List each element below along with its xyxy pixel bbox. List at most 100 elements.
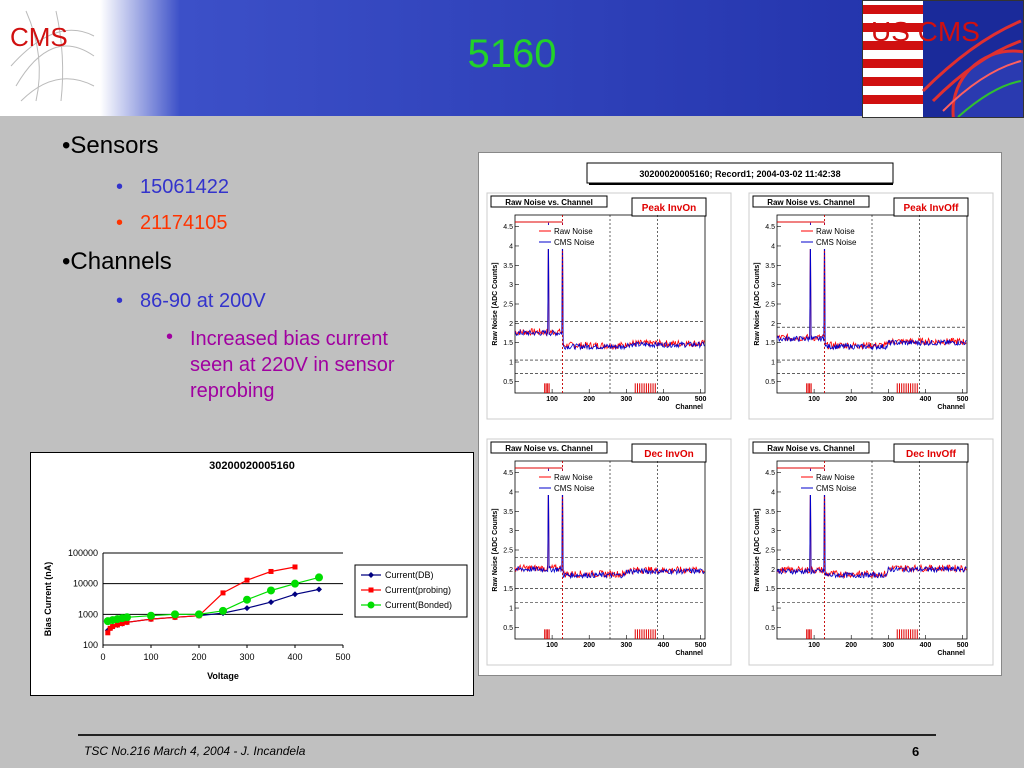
y-tick-label: 4	[771, 243, 775, 250]
x-tick-label: 100	[808, 396, 820, 403]
x-axis-label: Channel	[675, 650, 703, 657]
legend-label: CMS Noise	[816, 484, 857, 493]
panel-subtitle-box	[490, 441, 608, 454]
panel-subtitle: Raw Noise vs. Channel	[767, 444, 855, 453]
data-point	[291, 579, 299, 588]
legend-label: Raw Noise	[554, 473, 593, 482]
x-tick-label: 100	[143, 652, 158, 662]
x-tick-label: 200	[191, 652, 206, 662]
data-point	[147, 611, 155, 620]
mode-label: Peak InvOn	[642, 203, 696, 214]
cms-noise-trace	[776, 468, 967, 580]
chart-legend	[354, 564, 468, 618]
panel-subtitle: Raw Noise vs. Channel	[505, 198, 593, 207]
data-point	[268, 568, 274, 574]
footer-divider	[78, 734, 936, 736]
y-tick-label: 4.5	[765, 224, 775, 231]
y-axis-label: Bias Current (nA)	[43, 562, 53, 637]
mode-label-box	[631, 443, 707, 463]
x-tick-label: 400	[287, 652, 302, 662]
raw-noise-trace	[514, 222, 705, 351]
data-point	[243, 595, 251, 604]
data-point	[267, 586, 275, 595]
panel-subtitle-box	[752, 195, 870, 208]
x-tick-label: 100	[546, 642, 558, 649]
data-point	[219, 606, 227, 615]
x-tick-label: 100	[546, 396, 558, 403]
panel-legend	[537, 471, 609, 495]
y-axis-label: Raw Noise [ADC Counts]	[492, 508, 499, 591]
y-tick-label: 0.5	[503, 379, 513, 386]
legend-marker	[368, 587, 374, 593]
y-tick-label: 2	[509, 567, 513, 574]
legend-label: CMS Noise	[554, 238, 595, 247]
panel-subtitle-box	[490, 195, 608, 208]
y-tick-label: 1.5	[503, 586, 513, 593]
noise-panel: Raw Noise vs. Channel Dec InvOff 0.5 1 1.5 2 2…	[748, 438, 994, 666]
panel-legend	[537, 225, 609, 249]
data-point	[315, 573, 323, 582]
x-tick-label: 500	[695, 396, 707, 403]
x-tick-label: 200	[583, 396, 595, 403]
y-tick-label: 1000	[78, 609, 98, 619]
panel-legend	[799, 471, 871, 495]
sub-bullet-mark: •	[116, 290, 124, 312]
legend-marker	[368, 572, 374, 578]
y-tick-label: 2.5	[765, 302, 775, 309]
sub-bullet-mark: •	[116, 212, 124, 234]
y-tick-label: 1.5	[503, 340, 513, 347]
legend-label: Raw Noise	[816, 473, 855, 482]
y-tick-label: 4.5	[503, 470, 513, 477]
x-tick-label: 500	[335, 652, 350, 662]
x-axis-label: Channel	[937, 650, 965, 657]
canvas-title: 30200020005160; Record1; 2004-03-02 11:4…	[639, 169, 840, 179]
footer-text: TSC No.216 March 4, 2004 - J. Incandela	[84, 744, 306, 758]
y-tick-label: 3.5	[765, 263, 775, 270]
y-tick-label: 3.5	[503, 263, 513, 270]
x-tick-label: 400	[920, 396, 932, 403]
series-line	[107, 566, 296, 634]
x-tick-label: 500	[957, 642, 969, 649]
panel-subtitle: Raw Noise vs. Channel	[767, 198, 855, 207]
sub-bullet-mark: •	[116, 176, 124, 198]
data-point	[105, 630, 111, 636]
y-tick-label: 1	[771, 606, 775, 613]
legend-label: Raw Noise	[554, 227, 593, 236]
y-tick-label: 4	[509, 489, 513, 496]
data-point	[119, 621, 125, 627]
data-point	[292, 564, 298, 570]
legend-label: CMS Noise	[816, 238, 857, 247]
y-tick-label: 1.5	[765, 340, 775, 347]
legend-label: Current(Bonded)	[385, 600, 452, 610]
y-tick-label: 2.5	[765, 548, 775, 555]
data-point	[171, 610, 179, 619]
noise-panel: Raw Noise vs. Channel Peak InvOn 0.5 1 1.5 2 2…	[486, 192, 732, 420]
panel-subtitle: Raw Noise vs. Channel	[505, 444, 593, 453]
mode-label: Dec InvOff	[906, 449, 957, 460]
legend-marker	[367, 601, 375, 609]
data-point	[124, 619, 130, 625]
y-tick-label: 3	[771, 528, 775, 535]
cms-noise-trace	[514, 468, 705, 580]
y-tick-label: 10000	[73, 579, 98, 589]
y-tick-label: 100	[83, 640, 98, 650]
chart-title: 30200020005160	[209, 460, 295, 472]
y-tick-label: 4	[771, 489, 775, 496]
y-tick-label: 4	[509, 243, 513, 250]
legend-label: Raw Noise	[816, 227, 855, 236]
y-tick-label: 0.5	[765, 379, 775, 386]
y-axis-label: Raw Noise [ADC Counts]	[492, 262, 499, 345]
x-tick-label: 500	[957, 396, 969, 403]
x-axis-label: Channel	[675, 404, 703, 411]
sensor-id-2: 21174105	[140, 212, 228, 234]
uscms-logo: US CMS	[862, 0, 1024, 118]
x-axis-label: Channel	[937, 404, 965, 411]
y-tick-label: 3	[771, 282, 775, 289]
page-number: 6	[912, 744, 920, 759]
mode-label-box	[893, 443, 969, 463]
x-tick-label: 200	[845, 642, 857, 649]
data-point	[114, 622, 120, 628]
data-point	[123, 613, 131, 622]
y-tick-label: 0.5	[503, 625, 513, 632]
